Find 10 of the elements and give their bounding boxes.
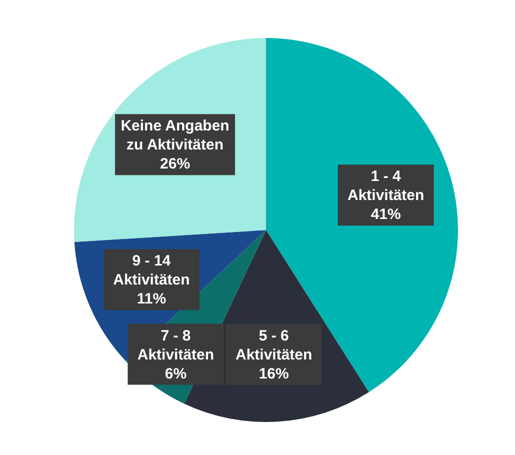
slice-label: Keine Angaben zu Aktivitäten (120, 118, 230, 154)
slice-label: 5 - 6 Aktivitäten (235, 328, 312, 364)
slice-label: 7 - 8 Aktivitäten (137, 327, 214, 364)
data-label: 6% (164, 365, 187, 382)
data-label: 41% (370, 206, 401, 224)
slice-label: 1 - 4 Aktivitäten (348, 168, 424, 204)
data-label: 16% (258, 366, 289, 383)
data-label: 26% (160, 156, 190, 173)
data-label: 11% (136, 290, 166, 308)
slice-label: 9 - 14 Aktivitäten (113, 252, 190, 289)
